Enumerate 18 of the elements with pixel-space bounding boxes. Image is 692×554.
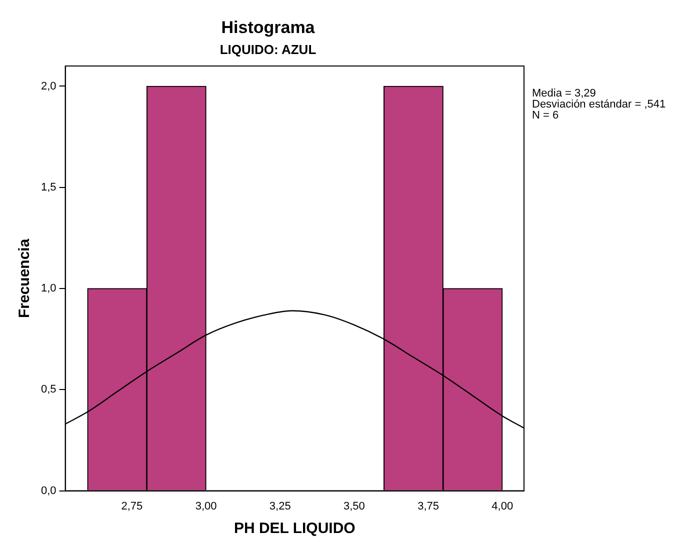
text: N = 6 (532, 110, 559, 122)
x-axis-title: PH DEL LIQUIDO (234, 520, 356, 538)
y-tick-label: 1,0 (40, 282, 56, 295)
y-tick-label: 0,0 (40, 484, 56, 497)
x-tick-label: 3,75 (418, 500, 439, 512)
y-tick-label: 1,5 (40, 181, 56, 194)
x-tick-label: 3,50 (343, 500, 365, 512)
text: Media = 3,29 (532, 88, 596, 100)
x-tick-label: 2,75 (121, 500, 143, 512)
y-tick-label: 0,5 (40, 384, 56, 396)
chart-subtitle: LIQUIDO: AZUL (220, 42, 316, 57)
x-tick-label: 4,00 (492, 500, 514, 512)
x-tick-label: 3,00 (195, 500, 217, 512)
text: Desviación estándar = ,541 (532, 98, 666, 111)
chart-title: Histograma (221, 18, 316, 37)
x-tick-label: 3,25 (269, 500, 291, 512)
y-axis-title: Frecuencia (16, 238, 34, 318)
y-tick-label: 2,0 (40, 80, 56, 92)
